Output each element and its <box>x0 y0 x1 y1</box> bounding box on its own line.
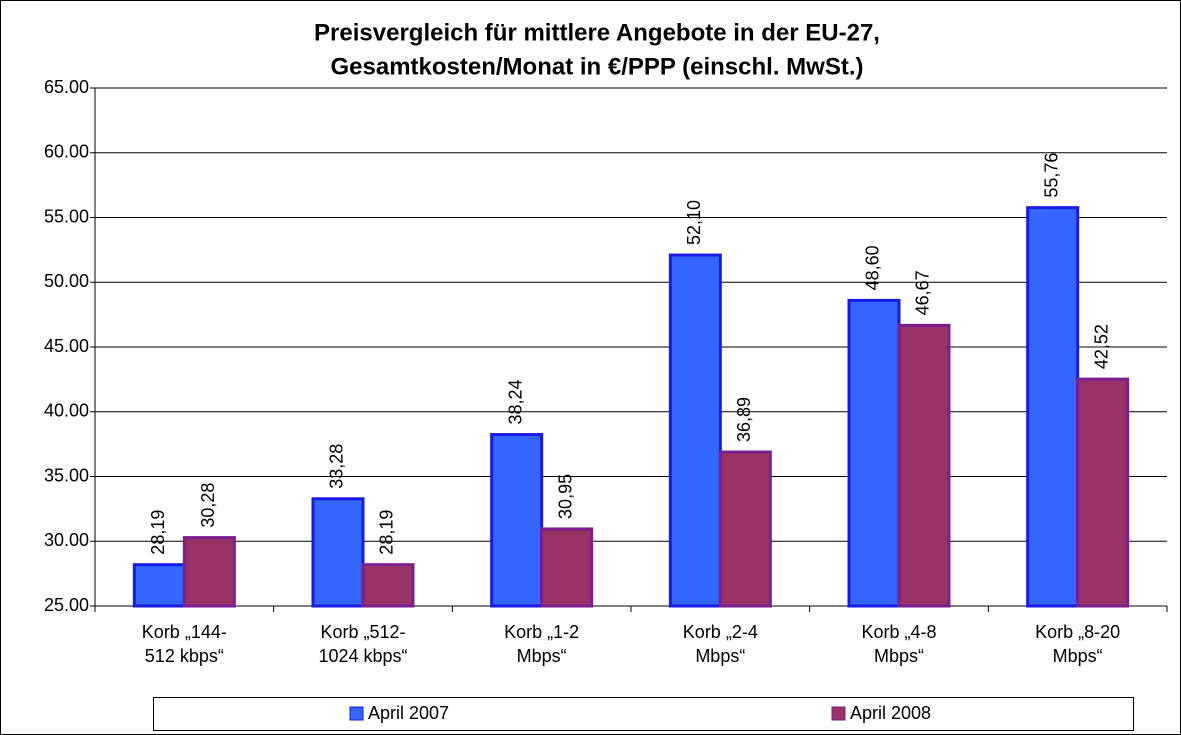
value-label: 36,89 <box>734 397 754 442</box>
bar <box>1026 206 1080 608</box>
chart-subtitle: Gesamtkosten/Monat in €/PPP (einschl. Mw… <box>330 53 863 80</box>
y-tick-label: 40.00 <box>44 401 89 421</box>
legend-box <box>153 697 1134 731</box>
bar <box>132 563 186 608</box>
x-tick-label: Korb „144- 512 kbps“ <box>141 622 227 666</box>
y-tick-label: 25.00 <box>44 595 89 615</box>
bar <box>1076 377 1130 608</box>
value-label: 28,19 <box>148 510 168 555</box>
legend-marker <box>831 706 846 721</box>
value-label: 30,28 <box>198 483 218 528</box>
value-label: 52,10 <box>684 200 704 245</box>
value-label: 30,95 <box>555 474 575 519</box>
y-tick-label: 35.00 <box>44 465 89 485</box>
y-tick-label: 45.00 <box>44 336 89 356</box>
y-tick-label: 30.00 <box>44 530 89 550</box>
value-label: 38,24 <box>505 379 525 424</box>
bar <box>490 433 544 608</box>
y-tick-label: 55.00 <box>44 206 89 226</box>
value-label: 46,67 <box>913 270 933 315</box>
value-label: 48,60 <box>863 245 883 290</box>
x-tick-label: Korb „2-4 Mbps“ <box>682 622 758 666</box>
bar <box>847 298 901 608</box>
value-label: 42,52 <box>1091 324 1111 369</box>
bar <box>540 527 594 608</box>
value-label: 28,19 <box>377 510 397 555</box>
legend-marker <box>349 706 364 721</box>
bar <box>668 253 722 608</box>
bar <box>897 323 951 608</box>
y-tick-label: 65.00 <box>44 77 89 97</box>
legend-label: April 2008 <box>850 703 931 723</box>
legend-label: April 2007 <box>368 703 449 723</box>
bar <box>311 497 365 608</box>
y-tick-label: 50.00 <box>44 271 89 291</box>
value-label: 55,76 <box>1041 153 1061 198</box>
bar <box>182 536 236 608</box>
bar <box>718 450 772 608</box>
value-label: 33,28 <box>327 444 347 489</box>
x-tick-label: Korb „1-2 Mbps“ <box>504 622 580 666</box>
y-tick-label: 60.00 <box>44 142 89 162</box>
x-tick-label: Korb „8-20 Mbps“ <box>1035 622 1121 666</box>
x-tick-label: Korb „4-8 Mbps“ <box>861 622 937 666</box>
chart-title: Preisvergleich für mittlere Angebote in … <box>314 19 880 46</box>
x-tick-label: Korb „512- 1024 kbps“ <box>318 622 408 666</box>
bar <box>361 563 415 608</box>
